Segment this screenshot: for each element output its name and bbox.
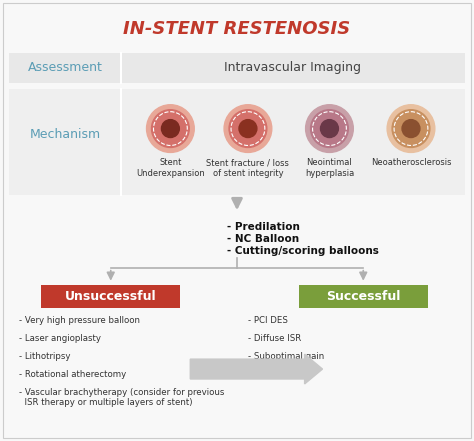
Text: - PCI DES: - PCI DES [248, 316, 288, 325]
Text: Unsuccessful: Unsuccessful [65, 290, 156, 303]
FancyArrow shape [190, 354, 322, 384]
Text: - Diffuse ISR: - Diffuse ISR [248, 334, 301, 343]
Bar [299, 284, 428, 308]
Circle shape [162, 120, 179, 138]
Text: - NC Balloon: - NC Balloon [227, 234, 299, 244]
Text: - Predilation: - Predilation [227, 222, 300, 232]
Circle shape [310, 110, 348, 147]
Circle shape [320, 120, 338, 138]
Text: - Rotational atherectomy: - Rotational atherectomy [19, 370, 127, 379]
Text: - Laser angioplasty: - Laser angioplasty [19, 334, 101, 343]
Circle shape [239, 120, 257, 138]
Circle shape [395, 113, 427, 145]
Bar [9, 53, 465, 83]
Circle shape [146, 105, 194, 153]
Text: IN-STENT RESTENOSIS: IN-STENT RESTENOSIS [123, 20, 351, 38]
Circle shape [392, 110, 430, 147]
Text: - Suboptimal gain: - Suboptimal gain [248, 352, 324, 361]
Circle shape [232, 113, 264, 145]
Circle shape [152, 110, 189, 147]
Text: - Cutting/scoring balloons: - Cutting/scoring balloons [227, 246, 379, 256]
Circle shape [387, 105, 435, 153]
Text: - Very high pressure balloon: - Very high pressure balloon [19, 316, 140, 325]
Text: Neoatherosclerosis: Neoatherosclerosis [371, 158, 451, 168]
Text: Neointimal
hyperplasia: Neointimal hyperplasia [305, 158, 354, 179]
Circle shape [224, 105, 272, 153]
Circle shape [155, 113, 186, 145]
Bar [9, 89, 465, 195]
Text: Stent
Underexpansion: Stent Underexpansion [136, 158, 205, 179]
Text: - Lithotripsy: - Lithotripsy [19, 352, 71, 361]
Circle shape [313, 113, 346, 145]
Text: Stent fracture / loss
of stent integrity: Stent fracture / loss of stent integrity [207, 158, 289, 179]
Text: Mechanism: Mechanism [29, 127, 100, 141]
Circle shape [306, 105, 353, 153]
Circle shape [402, 120, 420, 138]
Text: Assessment: Assessment [27, 61, 102, 75]
Text: - Vascular brachytherapy (consider for previous
  ISR therapy or multiple layers: - Vascular brachytherapy (consider for p… [19, 388, 225, 407]
Bar [41, 284, 180, 308]
Text: Intravascular Imaging: Intravascular Imaging [224, 61, 361, 75]
Text: Successful: Successful [326, 290, 401, 303]
Circle shape [229, 110, 267, 147]
